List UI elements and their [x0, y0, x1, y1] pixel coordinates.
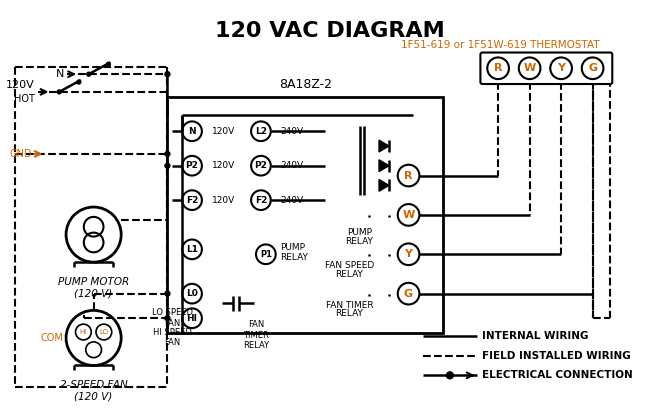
Circle shape — [165, 151, 170, 156]
Text: L2: L2 — [255, 127, 267, 136]
Text: L1: L1 — [186, 245, 198, 254]
Circle shape — [165, 163, 170, 168]
Text: PUMP: PUMP — [281, 243, 306, 252]
Text: 240V: 240V — [281, 161, 304, 170]
Text: HI: HI — [80, 329, 87, 335]
Text: 120V: 120V — [212, 127, 235, 136]
Text: F2: F2 — [186, 196, 198, 204]
Text: P2: P2 — [186, 161, 198, 170]
Text: 1F51-619 or 1F51W-619 THERMOSTAT: 1F51-619 or 1F51W-619 THERMOSTAT — [401, 40, 600, 49]
Text: FAN SPEED: FAN SPEED — [325, 261, 374, 270]
Text: 8A18Z-2: 8A18Z-2 — [279, 78, 332, 91]
Text: HI SPEED
FAN: HI SPEED FAN — [153, 328, 192, 347]
Bar — [168, 97, 443, 333]
Text: 120V: 120V — [212, 196, 235, 204]
Text: LO: LO — [99, 329, 109, 335]
Text: 120V: 120V — [6, 80, 35, 90]
Text: RELAY: RELAY — [281, 253, 308, 262]
Circle shape — [165, 316, 170, 321]
Text: F2: F2 — [255, 196, 267, 204]
Text: HOT: HOT — [13, 94, 35, 104]
Text: PUMP: PUMP — [347, 228, 372, 237]
Text: R: R — [494, 63, 502, 73]
Text: COM: COM — [40, 333, 63, 343]
FancyBboxPatch shape — [480, 52, 612, 84]
Text: RELAY: RELAY — [336, 270, 363, 279]
Text: N: N — [56, 69, 64, 79]
Circle shape — [86, 72, 90, 76]
Text: ELECTRICAL CONNECTION: ELECTRICAL CONNECTION — [482, 370, 633, 380]
Text: 2-SPEED FAN
(120 V): 2-SPEED FAN (120 V) — [60, 380, 127, 402]
Text: 240V: 240V — [281, 196, 304, 204]
Polygon shape — [379, 140, 389, 152]
Circle shape — [446, 372, 454, 379]
Circle shape — [57, 90, 61, 94]
Text: FIELD INSTALLED WIRING: FIELD INSTALLED WIRING — [482, 351, 631, 361]
Text: G: G — [404, 289, 413, 299]
Text: HI: HI — [186, 314, 198, 323]
Circle shape — [165, 291, 170, 296]
Text: 120V: 120V — [212, 161, 235, 170]
Text: G: G — [588, 63, 597, 73]
Text: P1: P1 — [260, 250, 272, 259]
Text: 120 VAC DIAGRAM: 120 VAC DIAGRAM — [215, 21, 445, 41]
Polygon shape — [379, 160, 389, 172]
Text: Y: Y — [405, 249, 413, 259]
Text: L0: L0 — [186, 289, 198, 298]
Text: FAN
TIMER
RELAY: FAN TIMER RELAY — [243, 320, 269, 350]
Text: W: W — [403, 210, 415, 220]
Text: FAN TIMER: FAN TIMER — [326, 300, 373, 310]
Polygon shape — [379, 179, 389, 191]
Text: INTERNAL WIRING: INTERNAL WIRING — [482, 331, 589, 341]
Text: W: W — [523, 63, 536, 73]
Circle shape — [165, 72, 170, 77]
Text: N: N — [188, 127, 196, 136]
Circle shape — [77, 80, 81, 84]
Text: Y: Y — [557, 63, 565, 73]
Text: LO SPEED
FAN: LO SPEED FAN — [152, 308, 193, 328]
Text: PUMP MOTOR
(120 V): PUMP MOTOR (120 V) — [58, 277, 129, 298]
Text: P2: P2 — [255, 161, 267, 170]
Text: RELAY: RELAY — [346, 237, 373, 246]
Circle shape — [107, 62, 111, 66]
Text: 240V: 240V — [281, 127, 304, 136]
Text: GND: GND — [10, 149, 32, 159]
Text: R: R — [404, 171, 413, 181]
Text: RELAY: RELAY — [336, 309, 363, 318]
